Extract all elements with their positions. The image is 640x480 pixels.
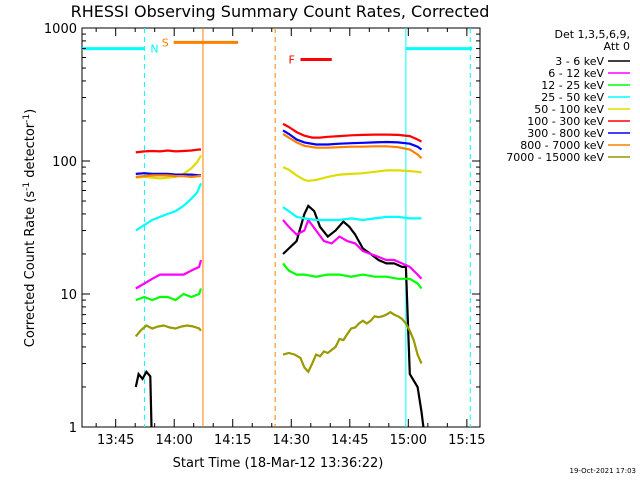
series-line [134, 369, 153, 428]
y-axis-label-part3: ) [23, 109, 38, 114]
legend-entry-label: 800 - 7000 keV [520, 139, 604, 152]
series-line [282, 129, 423, 151]
chart-title: RHESSI Observing Summary Count Rates, Co… [71, 2, 490, 21]
x-tick-label: 15:15 [448, 433, 485, 448]
series-line [135, 259, 203, 290]
y-tick-label: 100 [52, 155, 77, 170]
series-line [135, 182, 203, 232]
legend-entry-label: 12 - 25 keV [541, 79, 604, 92]
flag-label: S [162, 36, 169, 49]
timestamp-label: 19-Oct-2021 17:03 [570, 467, 636, 475]
series-line [135, 172, 201, 177]
y-tick-label: 1 [69, 421, 77, 436]
y-axis-label-part2: detector [23, 122, 38, 182]
x-tick-label: 13:45 [97, 433, 134, 448]
legend-entry-label: 50 - 100 keV [534, 103, 604, 116]
flag-label: F [289, 53, 295, 66]
series-line [282, 310, 423, 374]
axes: 13:45 14:00 14:15 14:30 14:45 15:00 15:15 1 10 10… [44, 22, 486, 448]
flag-label: N [150, 43, 158, 56]
x-tick-label: 14:00 [155, 433, 192, 448]
series-line [282, 132, 423, 159]
series-line [135, 154, 202, 180]
legend-header-line1: Det 1,3,5,6,9, [554, 28, 630, 41]
x-tick-label: 14:30 [273, 433, 310, 448]
y-axis-label-part1: Corrected Count Rate (s [23, 191, 38, 348]
legend-entry-label: 7000 - 15000 keV [506, 151, 604, 164]
plot-frame [81, 27, 481, 428]
legend-entry-label: 25 - 50 keV [541, 91, 604, 104]
series-line [282, 206, 422, 222]
series-line [135, 288, 203, 302]
legend-entry-label: 6 - 12 keV [548, 67, 604, 80]
series-line [282, 166, 422, 182]
series-line [134, 324, 202, 338]
x-axis-label: Start Time (18-Mar-12 13:36:22) [173, 456, 384, 471]
series-line [282, 122, 423, 143]
y-axis-label-sup2: -1 [22, 114, 32, 123]
legend-header-line2: Att 0 [604, 40, 630, 53]
legend-entry-label: 100 - 300 keV [527, 115, 604, 128]
series-line [282, 217, 423, 280]
y-axis-label-sup1: -1 [22, 182, 32, 191]
legend-entry-label: 3 - 6 keV [555, 55, 604, 68]
y-tick-label: 1000 [44, 22, 77, 37]
series-line [282, 262, 423, 290]
x-tick-label: 15:00 [390, 433, 427, 448]
x-tick-label: 14:45 [331, 433, 368, 448]
series-line [135, 174, 201, 179]
flag-bars: N S F [82, 36, 473, 66]
x-tick-label: 14:15 [214, 433, 251, 448]
series-line [282, 204, 425, 428]
legend-entry-label: 300 - 800 keV [527, 127, 604, 140]
y-tick-label: 10 [60, 288, 77, 303]
y-axis-label: Corrected Count Rate (s-1 detector-1) [22, 109, 38, 347]
flag-markers [143, 28, 471, 427]
series-lines [134, 122, 425, 428]
series-line [135, 148, 201, 154]
